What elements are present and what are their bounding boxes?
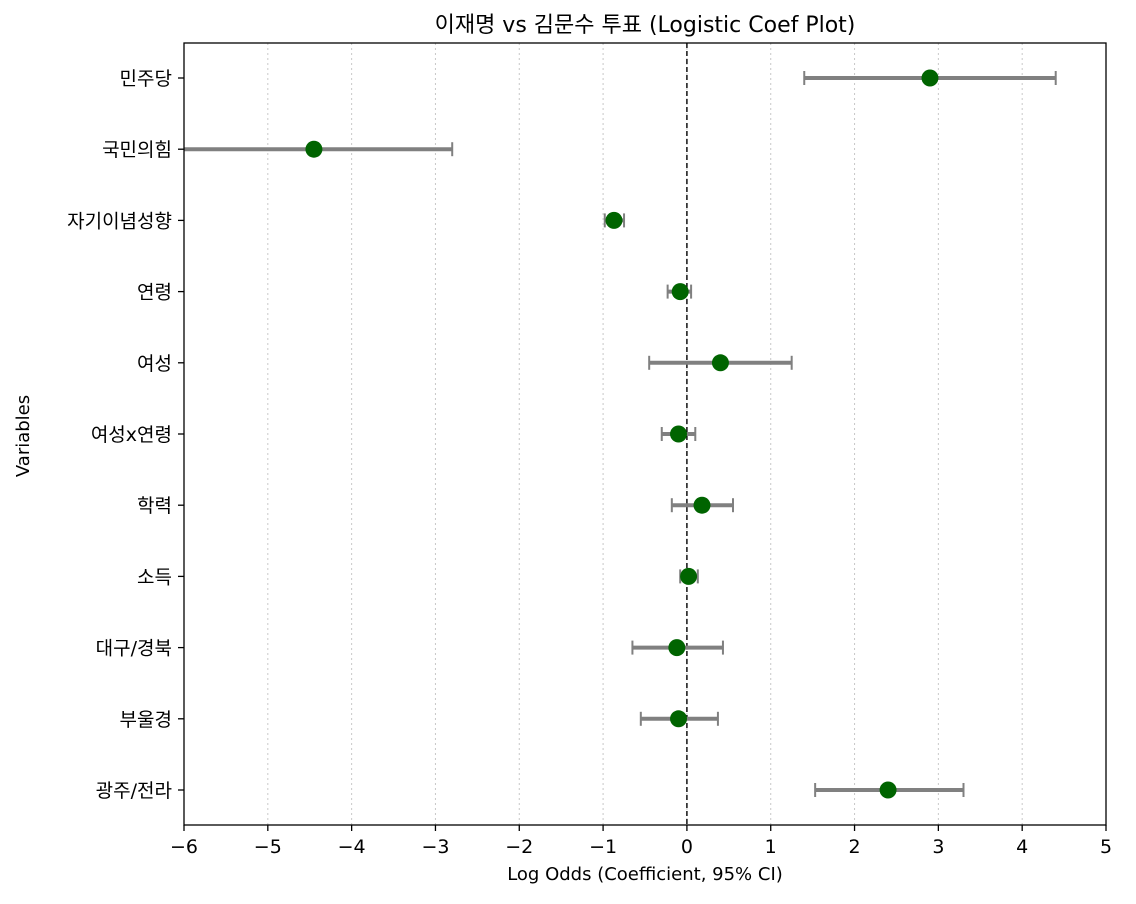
coef-point (693, 496, 711, 514)
y-tick-label: 자기이념성향 (67, 210, 172, 232)
grid-lines (267, 43, 1023, 825)
y-axis-label: Variables (13, 395, 34, 477)
y-tick-label: 광주/전라 (96, 780, 172, 802)
errorbars (184, 71, 1057, 797)
coef-point (668, 639, 686, 657)
x-tick-label: −2 (505, 836, 533, 858)
x-tick-label: 2 (848, 836, 860, 858)
x-axis-ticks: −6 −5 −4 −3 −2 −1 0 1 2 3 4 5 (170, 825, 1112, 858)
x-tick-label: 3 (932, 836, 944, 858)
y-tick-label: 여성 (137, 353, 172, 375)
coef-point (670, 425, 688, 443)
y-tick-label: 소득 (137, 566, 172, 588)
coef-point (680, 567, 698, 585)
y-tick-label: 부울경 (120, 709, 172, 731)
coef-point (921, 69, 939, 87)
x-tick-label: −5 (254, 836, 282, 858)
coef-points (305, 69, 939, 799)
x-tick-label: −4 (338, 836, 366, 858)
coef-point (879, 781, 897, 799)
x-tick-label: −3 (421, 836, 449, 858)
y-tick-label: 학력 (137, 495, 172, 517)
x-axis-label: Log Odds (Coefficient, 95% CI) (507, 864, 783, 885)
plot-frame (183, 42, 1107, 826)
y-tick-label: 연령 (137, 282, 172, 304)
coef-point (670, 710, 688, 728)
y-tick-label: 민주당 (120, 68, 172, 90)
x-tick-label: 4 (1016, 836, 1028, 858)
x-tick-label: −6 (170, 836, 198, 858)
coef-point (671, 283, 689, 301)
x-tick-label: 5 (1100, 836, 1112, 858)
coef-point (605, 211, 623, 229)
y-tick-label: 여성x연령 (91, 424, 172, 446)
x-tick-label: −1 (589, 836, 617, 858)
chart-title: 이재명 vs 김문수 투표 (Logistic Coef Plot) (435, 13, 856, 38)
coef-point (711, 354, 729, 372)
y-tick-label: 국민의힘 (102, 139, 172, 161)
x-tick-label: 0 (681, 836, 693, 858)
coef-point (305, 140, 323, 158)
x-tick-label: 1 (765, 836, 777, 858)
y-tick-label: 대구/경북 (96, 638, 172, 660)
